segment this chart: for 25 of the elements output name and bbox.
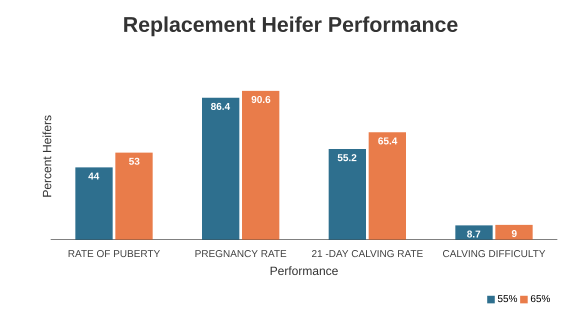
data-label: 8.7 xyxy=(467,230,480,238)
legend-label: 55% xyxy=(498,295,518,302)
y-axis-title: Percent Heifers xyxy=(42,115,52,197)
x-tick-label: CALVING DIFFICULTY xyxy=(443,250,546,258)
bar xyxy=(202,98,240,240)
x-axis-title: Performance xyxy=(270,266,338,276)
chart-title: Replacement Heifer Performance xyxy=(124,16,458,36)
data-label: 9 xyxy=(512,230,517,238)
data-label: 55.2 xyxy=(338,154,356,162)
data-label: 86.4 xyxy=(210,102,230,110)
data-label: 44 xyxy=(88,172,100,180)
x-tick-label: 21 -DAY CALVING RATE xyxy=(312,250,423,258)
data-label: 53 xyxy=(129,158,140,165)
bar xyxy=(75,167,113,240)
bar xyxy=(242,90,280,240)
bar xyxy=(455,225,493,240)
bar xyxy=(495,224,533,240)
x-tick-label: RATE OF PUBERTY xyxy=(68,250,160,258)
data-label: 65.4 xyxy=(378,137,398,144)
bar xyxy=(368,132,406,240)
bar xyxy=(328,148,366,240)
x-tick-label: PREGNANCY RATE xyxy=(195,250,286,258)
legend-label: 65% xyxy=(530,295,550,302)
bar xyxy=(115,152,153,240)
data-label: 90.6 xyxy=(252,96,270,104)
